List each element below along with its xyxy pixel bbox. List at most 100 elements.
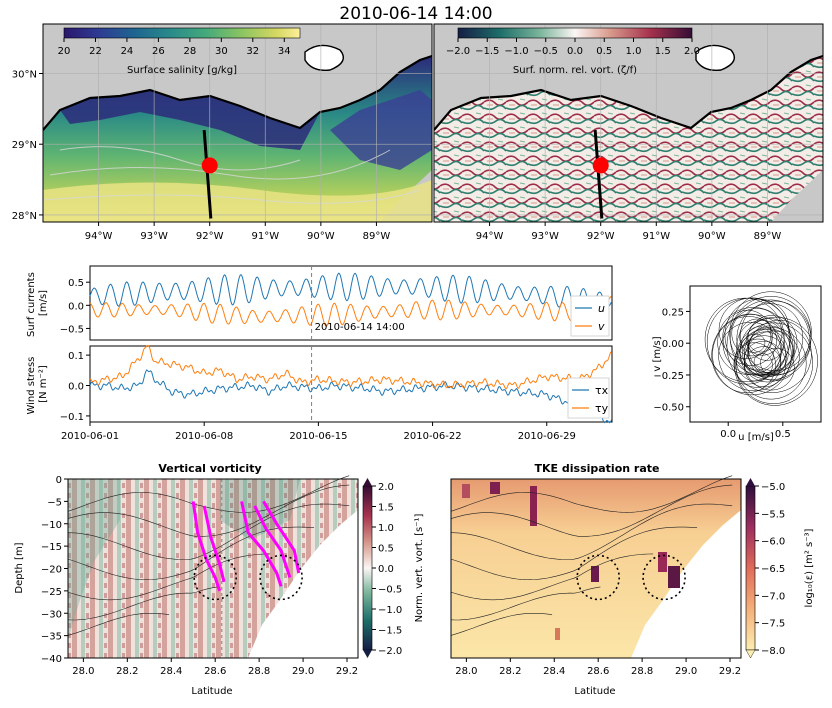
salinity-colorbar-ticks: 20 22 24 26 28 30 32 34 bbox=[58, 38, 291, 57]
depth-tick-label: −25 bbox=[41, 587, 62, 598]
longitude-tick-label: 93°W bbox=[140, 231, 168, 242]
series-τx bbox=[89, 369, 613, 424]
dissipation-colorbar-label: log₁₀(ε) [m² s⁻³] bbox=[804, 528, 815, 607]
colorbar-tick-label: 32 bbox=[246, 46, 259, 57]
date-tick-label: 2010-06-01 bbox=[61, 431, 119, 442]
currents-ylabel: Surf currents [m/s] bbox=[26, 269, 49, 337]
date-tick-label: 2010-06-15 bbox=[289, 431, 347, 442]
longitude-tick-label: 94°W bbox=[85, 231, 113, 242]
highlight-circles bbox=[193, 554, 303, 601]
dissipation-colorbar bbox=[745, 485, 756, 651]
currents-tick-label: 0.0 bbox=[68, 301, 84, 312]
map-frame bbox=[433, 23, 824, 223]
velocity-trajectory bbox=[704, 291, 818, 406]
hodograph-tick-label: 0.5 bbox=[775, 429, 791, 440]
series-v bbox=[89, 296, 612, 327]
colorbar-tick-label: −0.5 bbox=[378, 585, 402, 596]
wind-legend bbox=[567, 377, 610, 419]
time-marker-label: 2010-06-14 14:00 bbox=[315, 322, 405, 333]
colorbar-tick-label: −1.5 bbox=[378, 626, 402, 637]
colorbar-min-extend bbox=[363, 650, 372, 658]
high-dissipation-patch bbox=[490, 482, 500, 494]
latitude-tick-label: 29.2 bbox=[336, 666, 358, 677]
vorticity-section-ylabel: Depth [m] bbox=[14, 542, 25, 593]
colorbar-min-extend bbox=[745, 649, 756, 659]
colorbar-tick-label: 34 bbox=[278, 46, 291, 57]
depth-tick-label: −35 bbox=[41, 632, 62, 643]
latitude-tick-label: 28.4 bbox=[160, 666, 182, 677]
float-path bbox=[240, 501, 283, 587]
isopycnal bbox=[67, 484, 350, 537]
float-path bbox=[191, 501, 222, 592]
hodograph-ticks: 0.0 0.5 0.25 0.00 −0.25 −0.50 bbox=[653, 307, 790, 440]
colorbar-tick-label: 2.0 bbox=[684, 46, 700, 57]
latitude-tick-label: 29.0 bbox=[292, 666, 314, 677]
colorbar-tick-label: 1.0 bbox=[626, 46, 642, 57]
colorbar-max-extend bbox=[363, 478, 372, 486]
section-vorticity-colorbar-ticks: 2.0 1.5 1.0 0.5 0.0 −0.5 −1.0 −1.5 −2.0 bbox=[372, 482, 402, 657]
legend-v-label: v bbox=[598, 320, 605, 333]
vorticity-section-title: Vertical vorticity bbox=[158, 462, 261, 475]
currents-ylabel-line2: [m/s] bbox=[38, 290, 49, 316]
legend-taux-label: τx bbox=[595, 384, 609, 397]
depth-tick-label: 0 bbox=[56, 475, 62, 486]
high-dissipation-patch bbox=[591, 566, 599, 582]
colorbar-tick-label: −1.0 bbox=[504, 46, 528, 57]
currents-axes bbox=[89, 265, 613, 341]
longitude-tick-label: 93°W bbox=[531, 231, 559, 242]
colorbar-tick-label: −7.5 bbox=[761, 619, 785, 630]
latitude-tick-label: 28°N bbox=[12, 211, 37, 222]
coastline bbox=[43, 54, 432, 131]
negative-vorticity-patch bbox=[220, 479, 300, 540]
longitude-tick-label: 90°W bbox=[307, 231, 335, 242]
date-tick-label: 2010-06-29 bbox=[518, 431, 576, 442]
isopycnal bbox=[450, 586, 601, 621]
wind-ylabel-line1: Wind stress bbox=[26, 357, 37, 415]
isopycnal-contours bbox=[450, 475, 733, 636]
legend-u-label: u bbox=[598, 302, 605, 315]
mooring-marker bbox=[201, 157, 218, 174]
float-path bbox=[202, 505, 226, 583]
section-frame bbox=[450, 478, 742, 659]
wind-stress-panel: 0.1 0.0 −0.1 2010-06-01 2010-06-08 2010-06-1… bbox=[26, 344, 613, 442]
currents-legend bbox=[570, 295, 610, 337]
dissipation-section-panel: TKE dissipation rate 28.0 28.2 28.4 28.6 28.… bbox=[450, 462, 815, 697]
depth-tick-label: −40 bbox=[41, 654, 62, 665]
depth-tick-label: −20 bbox=[41, 565, 62, 576]
series-τy bbox=[89, 344, 612, 390]
section-vorticity-colorbar-label: Norm. vert. vort. [s⁻¹] bbox=[414, 513, 425, 622]
longitude-tick-label: 92°W bbox=[196, 231, 224, 242]
vorticity-map: −2.0 −1.5 −1.0 −0.5 0.0 0.5 1.0 1.5 2.0 Surf. no… bbox=[433, 23, 824, 242]
latitude-tick-label: 28.8 bbox=[248, 666, 270, 677]
isopycnal bbox=[450, 613, 553, 636]
isopycnal bbox=[450, 484, 733, 537]
colorbar-tick-label: 20 bbox=[58, 46, 71, 57]
vorticity-colorbar bbox=[457, 27, 693, 39]
wind-y-ticks: 0.1 0.0 −0.1 bbox=[60, 351, 90, 423]
latitude-ticks: 28.0 28.2 28.4 28.6 28.8 29.0 29.2 bbox=[455, 658, 741, 677]
colorbar-tick-label: −6.0 bbox=[761, 537, 785, 548]
float-path bbox=[253, 505, 292, 578]
section-vorticity-colorbar bbox=[362, 485, 373, 651]
high-dissipation-patch bbox=[658, 552, 667, 572]
latitude-tick-label: 28.0 bbox=[72, 666, 94, 677]
latitude-tick-label: 29°N bbox=[12, 140, 37, 151]
longitude-tick-label: 90°W bbox=[698, 231, 726, 242]
dissipation-section-xlabel: Latitude bbox=[574, 686, 615, 697]
date-ticks: 2010-06-01 2010-06-08 2010-06-15 2010-06-22… bbox=[61, 422, 576, 442]
hodograph-tick-label: −0.50 bbox=[653, 403, 684, 414]
map-grid bbox=[434, 24, 823, 222]
colorbar-tick-label: 26 bbox=[152, 46, 165, 57]
currents-y-ticks: 0.5 0.0 −0.5 bbox=[60, 278, 90, 335]
colorbar-tick-label: 28 bbox=[183, 46, 196, 57]
legend-tauy-label: τy bbox=[595, 402, 609, 415]
colorbar-tick-label: 22 bbox=[89, 46, 102, 57]
isopycnal bbox=[450, 553, 654, 601]
isopycnal bbox=[67, 475, 350, 513]
vorticity-section-panel: Vertical vorticity 28.0 28.2 28.4 28.6 28.8 2… bbox=[14, 462, 425, 697]
currents-series bbox=[89, 272, 612, 327]
latitude-tick-label: 28.8 bbox=[631, 666, 653, 677]
longitude-tick-label: 89°W bbox=[754, 231, 782, 242]
magenta-float-paths bbox=[191, 500, 301, 592]
series-u bbox=[89, 272, 612, 310]
